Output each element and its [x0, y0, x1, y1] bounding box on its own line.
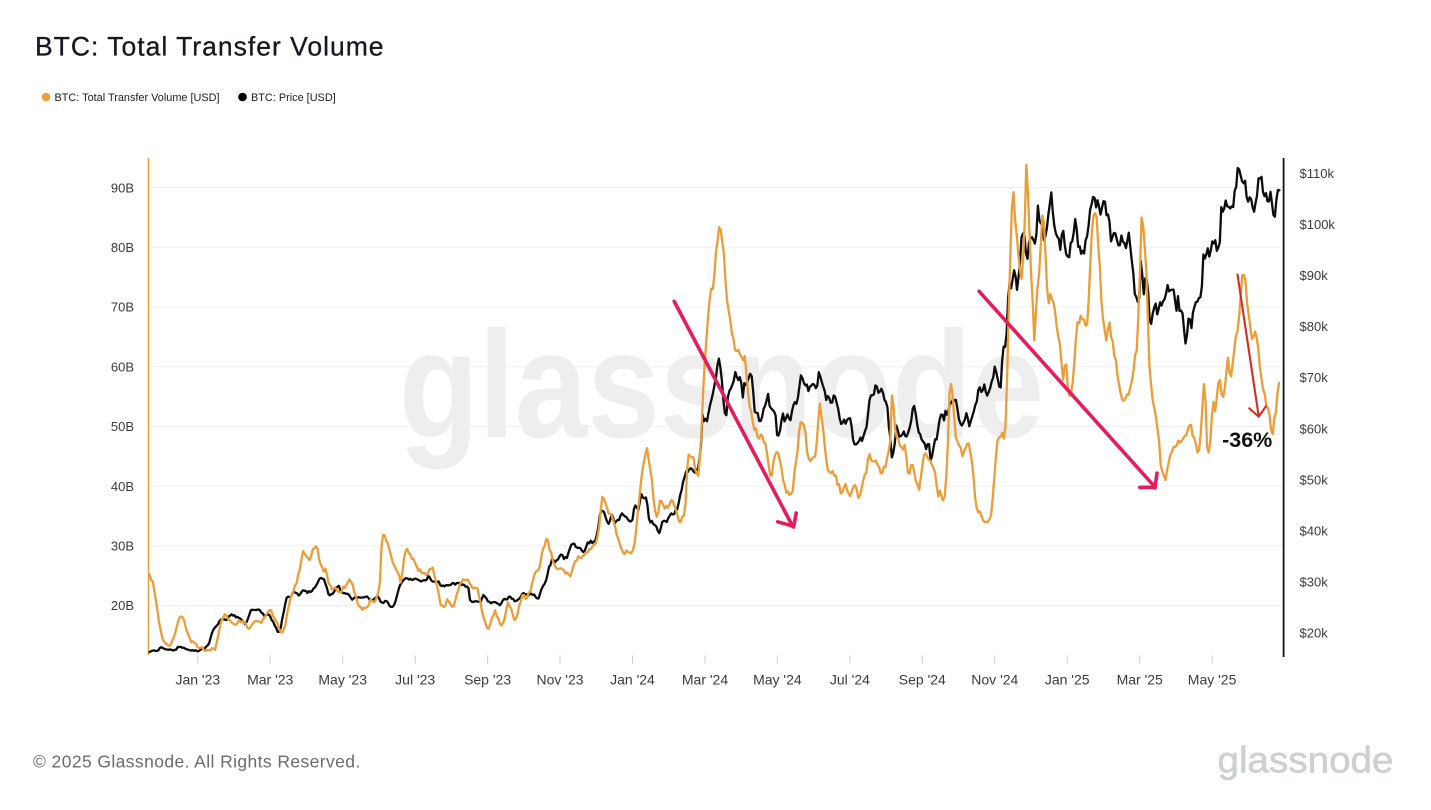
svg-text:Jul '24: Jul '24	[830, 672, 870, 688]
svg-text:$20k: $20k	[1300, 626, 1329, 641]
svg-text:Jan '25: Jan '25	[1045, 672, 1090, 688]
svg-text:May '23: May '23	[318, 672, 367, 688]
svg-text:$50k: $50k	[1300, 472, 1329, 487]
svg-text:$60k: $60k	[1300, 421, 1329, 436]
svg-text:glassnode: glassnode	[1218, 740, 1394, 781]
svg-text:$80k: $80k	[1300, 319, 1329, 334]
svg-text:$100k: $100k	[1300, 217, 1336, 232]
svg-text:60B: 60B	[111, 359, 134, 374]
svg-text:$70k: $70k	[1300, 370, 1329, 385]
svg-text:Sep '24: Sep '24	[899, 672, 946, 688]
svg-text:May '25: May '25	[1188, 672, 1237, 688]
svg-text:© 2025 Glassnode. All Rights R: © 2025 Glassnode. All Rights Reserved.	[33, 752, 361, 772]
svg-text:Nov '23: Nov '23	[536, 672, 583, 688]
svg-text:BTC: Total Transfer Volume [US: BTC: Total Transfer Volume [USD]	[55, 92, 220, 104]
svg-text:Jan '23: Jan '23	[175, 672, 220, 688]
svg-text:Mar '25: Mar '25	[1117, 672, 1163, 688]
svg-text:$30k: $30k	[1300, 575, 1329, 590]
svg-text:-36%: -36%	[1222, 428, 1272, 452]
svg-text:Jul '23: Jul '23	[395, 672, 435, 688]
svg-text:$40k: $40k	[1300, 524, 1329, 539]
svg-text:20B: 20B	[111, 598, 134, 613]
svg-text:BTC: Total Transfer Volume: BTC: Total Transfer Volume	[35, 32, 385, 62]
svg-text:$90k: $90k	[1300, 268, 1329, 283]
svg-text:Mar '24: Mar '24	[682, 672, 728, 688]
svg-text:80B: 80B	[111, 240, 134, 255]
svg-text:50B: 50B	[111, 419, 134, 434]
svg-text:Jan '24: Jan '24	[610, 672, 655, 688]
svg-text:$110k: $110k	[1300, 166, 1335, 181]
svg-text:40B: 40B	[111, 479, 134, 494]
svg-text:Nov '24: Nov '24	[971, 672, 1018, 688]
svg-text:90B: 90B	[111, 180, 134, 195]
svg-text:30B: 30B	[111, 539, 134, 554]
svg-text:BTC: Price [USD]: BTC: Price [USD]	[251, 92, 336, 104]
svg-text:70B: 70B	[111, 300, 134, 315]
svg-text:Mar '23: Mar '23	[247, 672, 293, 688]
svg-text:Sep '23: Sep '23	[464, 672, 511, 688]
svg-text:May '24: May '24	[753, 672, 802, 688]
